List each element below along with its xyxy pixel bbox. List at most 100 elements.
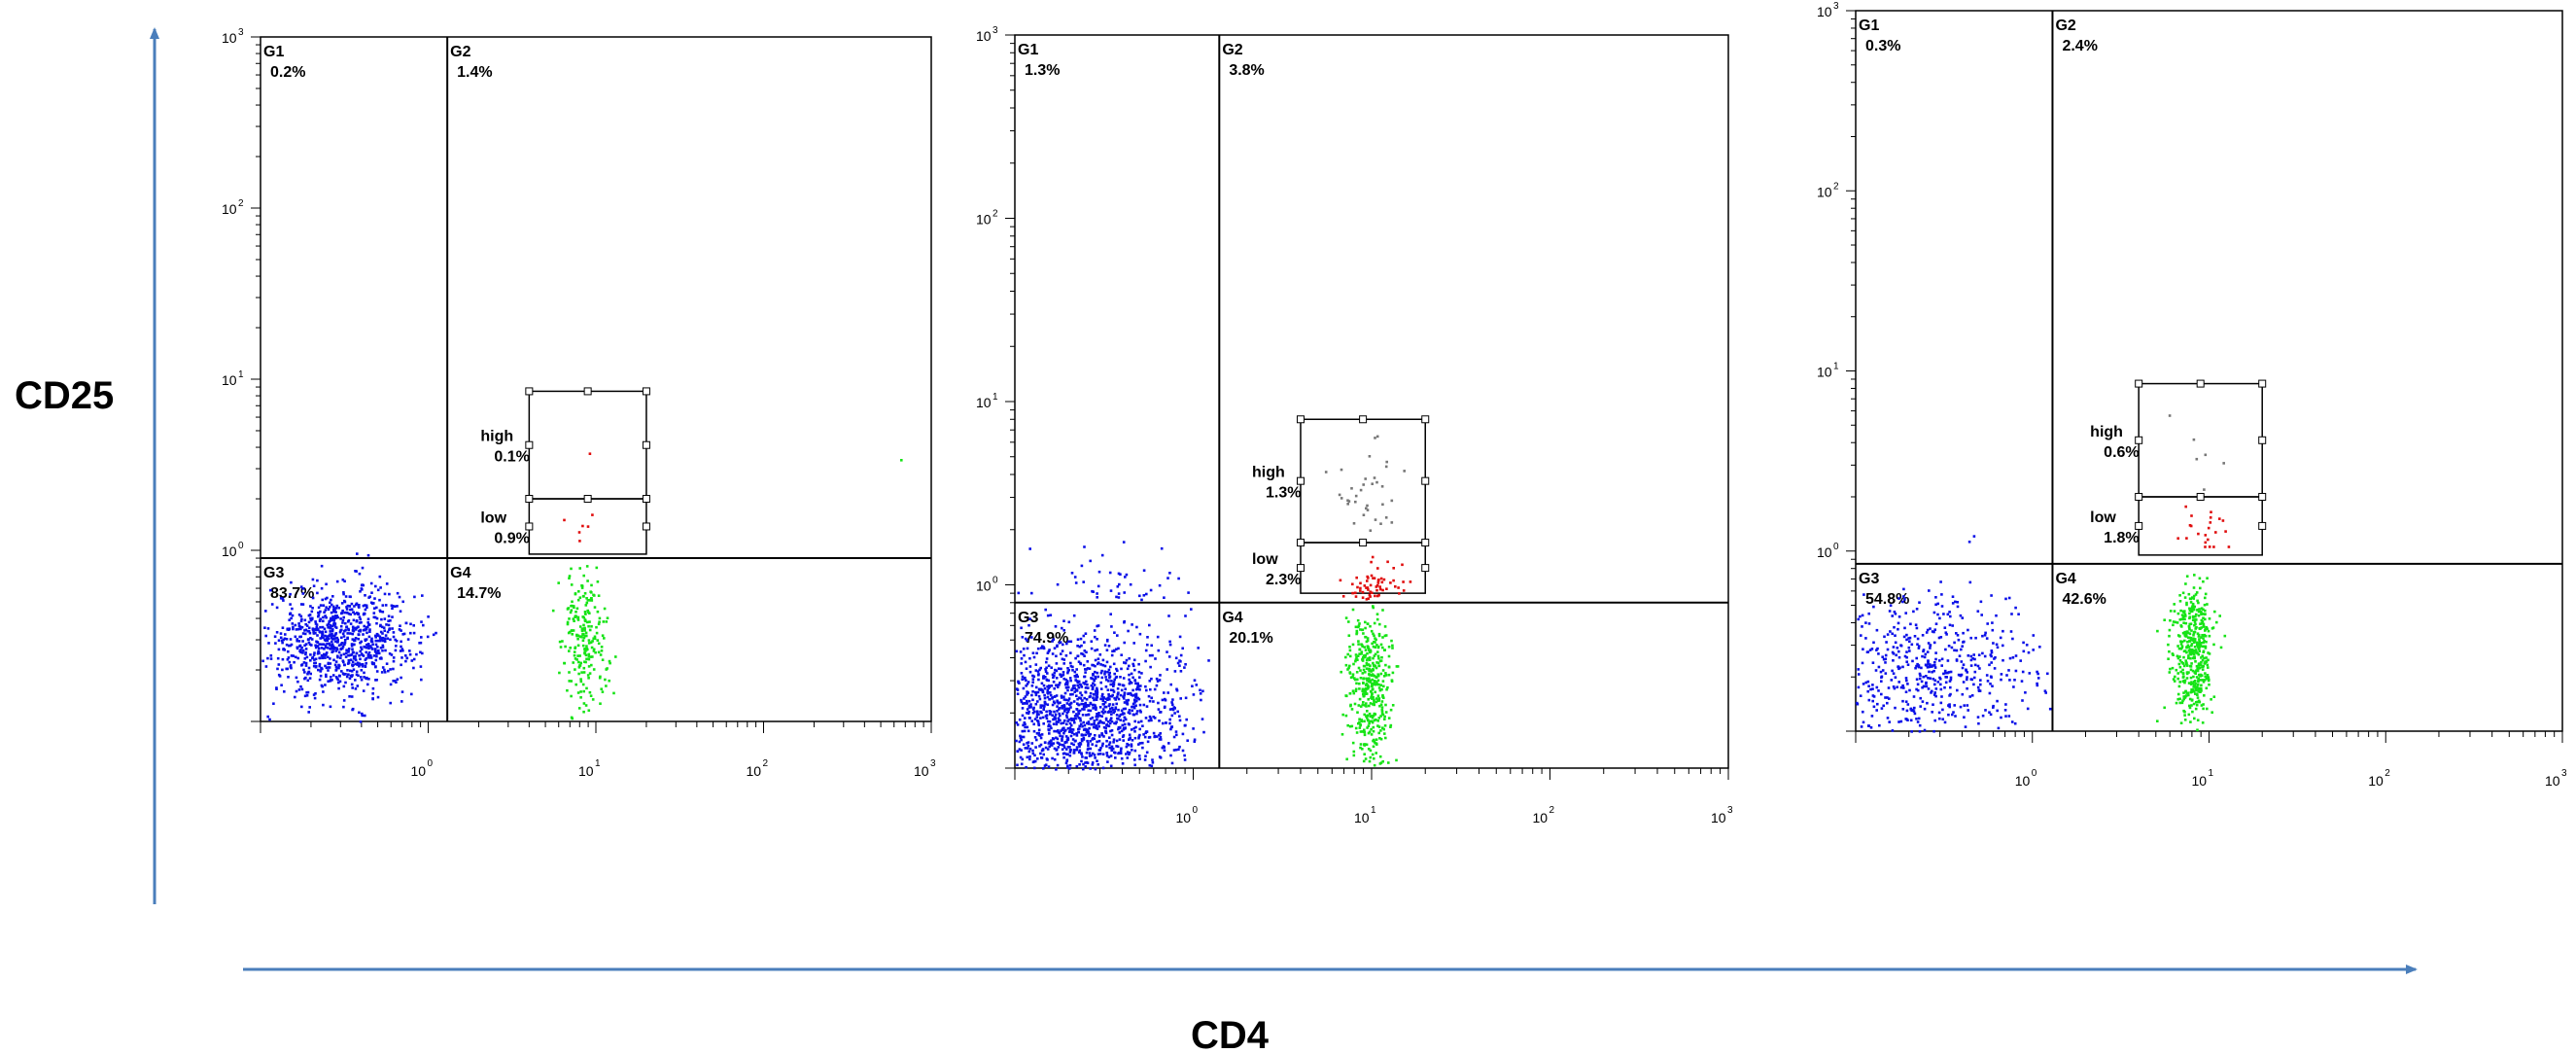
- event-point-g4: [1370, 629, 1374, 633]
- x-tick-label: 10: [2015, 773, 2031, 789]
- event-point-g3: [1881, 669, 1885, 672]
- gate-handle[interactable]: [1421, 476, 1430, 485]
- event-point-g4: [2184, 621, 2188, 625]
- gate-handle[interactable]: [642, 522, 650, 531]
- gate-handle[interactable]: [2196, 492, 2205, 501]
- event-point-g4: [1373, 654, 1376, 657]
- event-point-g4: [1378, 704, 1381, 708]
- event-point-g3: [1114, 706, 1118, 709]
- event-point-g3: [1090, 677, 1093, 680]
- event-point-g3: [1076, 715, 1079, 718]
- event-point-g4: [590, 597, 593, 600]
- subgate-high-box[interactable]: [2138, 382, 2263, 498]
- gate-handle[interactable]: [2196, 379, 2205, 388]
- event-point-g3: [1098, 653, 1102, 656]
- event-point-g4: [1364, 743, 1367, 746]
- event-point-g3: [322, 615, 325, 619]
- event-point-g3: [1133, 736, 1137, 740]
- x-axis-title: CD4: [1191, 1014, 1270, 1053]
- subgate-low-box[interactable]: [1300, 542, 1426, 594]
- gate-handle[interactable]: [1421, 539, 1430, 547]
- event-point-g3: [1093, 722, 1096, 726]
- subgate-high-box[interactable]: [1300, 418, 1426, 544]
- event-point-g3: [325, 666, 329, 670]
- event-point-g3: [1093, 754, 1097, 756]
- gate-handle[interactable]: [2135, 521, 2143, 530]
- event-point-g4: [1373, 712, 1376, 716]
- gate-handle[interactable]: [525, 495, 534, 504]
- event-point-g3: [1020, 738, 1023, 742]
- gate-handle[interactable]: [1296, 539, 1305, 547]
- gate-handle[interactable]: [642, 440, 650, 449]
- gate-handle[interactable]: [642, 495, 650, 504]
- event-point-g3: [1908, 649, 1911, 652]
- event-point-g3: [1927, 660, 1930, 663]
- event-point-g4: [585, 634, 588, 638]
- gate-handle[interactable]: [2258, 436, 2267, 444]
- event-point-g3: [1021, 729, 1025, 733]
- gate-handle[interactable]: [1296, 564, 1305, 573]
- event-point-g4: [2199, 610, 2203, 614]
- event-point-low: [2224, 530, 2227, 533]
- event-point-g3: [1045, 678, 1048, 682]
- event-point-g3: [330, 634, 333, 637]
- gate-handle[interactable]: [583, 495, 592, 504]
- event-point-g4: [602, 620, 606, 623]
- event-point-g3: [336, 638, 339, 642]
- event-point-g3: [324, 609, 328, 612]
- gate-handle[interactable]: [525, 387, 534, 396]
- event-point-g3: [320, 586, 324, 590]
- event-point-g3: [1141, 746, 1144, 750]
- event-point-g3: [1158, 733, 1161, 737]
- event-point-g4: [1352, 691, 1356, 695]
- event-point-g3: [292, 625, 295, 629]
- gate-handle[interactable]: [2135, 492, 2143, 501]
- event-point-g3: [1121, 735, 1125, 738]
- event-point-g1-events: [1030, 591, 1033, 595]
- event-point-g4: [2181, 591, 2185, 595]
- event-point-g3: [1956, 601, 1959, 604]
- event-point-g3: [335, 636, 339, 640]
- gate-handle[interactable]: [525, 440, 534, 449]
- gate-handle[interactable]: [1421, 415, 1430, 424]
- gate-handle[interactable]: [642, 387, 650, 396]
- event-point-g3: [1201, 718, 1204, 720]
- event-point-g4: [2194, 649, 2198, 651]
- gate-handle[interactable]: [583, 387, 592, 396]
- event-point-g3: [381, 639, 385, 643]
- gate-handle[interactable]: [1421, 564, 1430, 573]
- event-point-g4: [2198, 662, 2202, 666]
- gate-handle[interactable]: [525, 522, 534, 531]
- subgate-high-box[interactable]: [528, 390, 647, 500]
- event-point-g3: [1886, 633, 1890, 636]
- event-point-g4: [2194, 686, 2198, 689]
- event-point-g3: [419, 641, 423, 645]
- event-point-g4: [2199, 644, 2203, 648]
- event-point-g4: [1378, 659, 1382, 663]
- event-point-g3: [1101, 712, 1105, 715]
- event-point-g4: [598, 616, 602, 620]
- event-point-g3: [1025, 679, 1027, 683]
- subgate-low-box[interactable]: [2138, 496, 2263, 556]
- event-point-g3: [1069, 728, 1072, 732]
- gate-handle[interactable]: [2135, 436, 2143, 444]
- event-point-g3: [1860, 634, 1862, 637]
- gate-handle[interactable]: [2258, 521, 2267, 530]
- gate-handle[interactable]: [2135, 379, 2143, 388]
- event-point-g3: [342, 591, 345, 594]
- event-point-g3: [1933, 679, 1936, 683]
- gate-handle[interactable]: [1359, 539, 1368, 547]
- event-point-g3: [1990, 650, 1994, 654]
- gate-handle[interactable]: [2258, 492, 2267, 501]
- event-point-g3: [1075, 748, 1078, 752]
- event-point-g3: [1026, 747, 1029, 750]
- gate-handle[interactable]: [1296, 415, 1305, 424]
- gate-handle[interactable]: [1296, 476, 1305, 485]
- event-point-g3: [1074, 656, 1077, 660]
- event-point-g3: [1134, 692, 1138, 696]
- event-point-g3: [321, 656, 325, 660]
- event-point-g3: [366, 677, 368, 681]
- gate-handle[interactable]: [1359, 415, 1368, 424]
- gate-handle[interactable]: [2258, 379, 2267, 388]
- event-point-g4: [1364, 684, 1368, 686]
